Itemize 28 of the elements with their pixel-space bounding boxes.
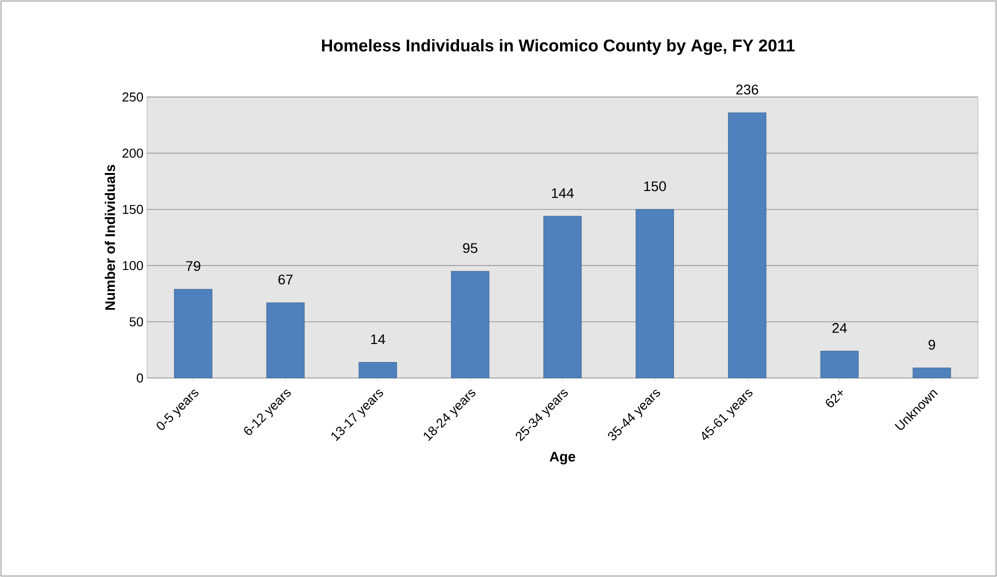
y-tick-label: 100	[122, 261, 143, 270]
data-label: 236	[736, 84, 758, 95]
bar	[543, 216, 582, 378]
y-tick-label: 150	[122, 204, 143, 214]
bar	[174, 288, 212, 378]
y-tick-label: 200	[122, 148, 143, 158]
data-label: 95	[463, 243, 478, 254]
bar	[728, 112, 766, 378]
y-tick-label: 0	[136, 373, 143, 383]
bar	[636, 209, 674, 378]
data-label: 150	[644, 181, 666, 192]
y-tick-label: 250	[122, 92, 143, 102]
data-label: 24	[832, 323, 847, 333]
chart-title: Homeless Individuals in Wicomico County by Age, FY 2011	[322, 39, 795, 55]
y-axis-title: Number of Individuals	[104, 164, 116, 310]
data-label: 9	[928, 340, 936, 350]
data-label: 144	[552, 188, 574, 198]
data-label: 67	[278, 274, 293, 284]
data-label: 79	[186, 261, 200, 271]
bar	[266, 302, 305, 378]
y-tick-label: 50	[130, 317, 143, 326]
x-axis-title: Age	[550, 452, 576, 464]
bar	[912, 368, 951, 378]
data-label: 14	[371, 334, 386, 344]
bar	[820, 350, 859, 378]
x-tick-label: 62+	[826, 390, 843, 408]
bar	[358, 362, 397, 378]
bar	[451, 271, 490, 378]
